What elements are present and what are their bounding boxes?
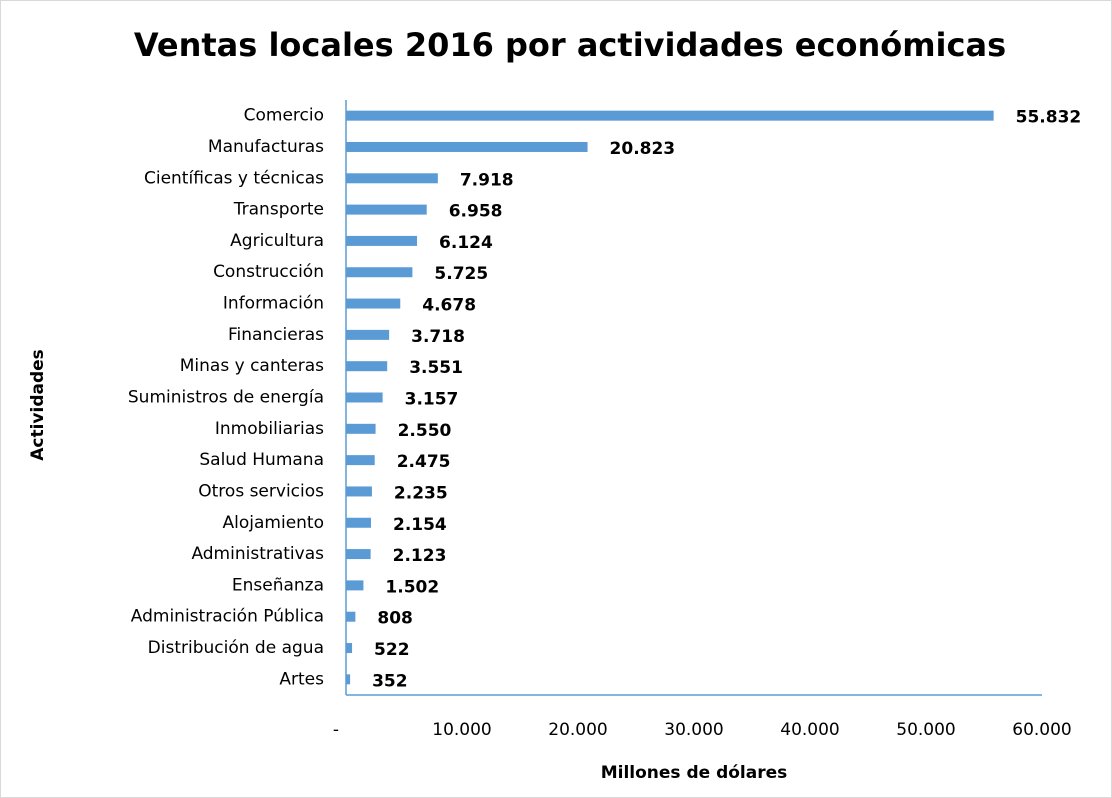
bar xyxy=(346,141,588,152)
x-tick-label: 50.000 xyxy=(896,720,955,740)
bar xyxy=(346,517,371,528)
y-tick-label: Suministros de energía xyxy=(128,388,324,408)
bar xyxy=(346,204,427,215)
y-tick-label: Minas y canteras xyxy=(180,356,324,376)
value-label: 2.235 xyxy=(394,483,448,503)
bar xyxy=(346,173,438,184)
bar xyxy=(346,674,351,685)
bar xyxy=(346,580,364,591)
bar xyxy=(346,549,371,560)
bar xyxy=(346,392,383,403)
y-tick-label: Transporte xyxy=(233,200,324,220)
y-tick-label: Administrativas xyxy=(191,544,324,564)
bar xyxy=(346,235,418,246)
bar xyxy=(346,423,376,434)
x-tick-label: - xyxy=(333,720,339,740)
x-tick-label: 60.000 xyxy=(1012,720,1071,740)
value-label: 352 xyxy=(372,671,408,691)
bar xyxy=(346,361,388,372)
value-label: 522 xyxy=(374,640,410,660)
value-label: 1.502 xyxy=(385,577,439,597)
x-tick-label: 10.000 xyxy=(432,720,491,740)
y-tick-label: Información xyxy=(223,294,324,314)
y-tick-label: Otros servicios xyxy=(198,481,324,501)
bar xyxy=(346,643,353,654)
value-label: 3.157 xyxy=(405,390,459,410)
y-tick-label: Agricultura xyxy=(230,231,324,251)
value-label: 2.154 xyxy=(393,515,447,535)
y-tick-label: Inmobiliarias xyxy=(215,419,324,439)
value-label: 2.123 xyxy=(393,546,447,566)
y-tick-label: Alojamiento xyxy=(223,513,324,533)
y-tick-label: Artes xyxy=(279,669,324,689)
value-label: 5.725 xyxy=(434,264,488,284)
value-label: 808 xyxy=(377,609,413,629)
y-tick-label: Científicas y técnicas xyxy=(144,168,324,188)
bar xyxy=(346,329,390,340)
y-axis-title: Actividades xyxy=(28,349,48,461)
value-label: 6.958 xyxy=(449,202,503,222)
y-tick-label: Enseñanza xyxy=(232,575,324,595)
y-tick-label: Salud Humana xyxy=(199,450,324,470)
value-label: 3.718 xyxy=(411,327,465,347)
chart-title: Ventas locales 2016 por actividades econ… xyxy=(134,26,1006,64)
bar xyxy=(346,110,994,121)
bar xyxy=(346,486,372,497)
bar xyxy=(346,298,401,309)
value-label: 6.124 xyxy=(439,233,493,253)
y-tick-label: Administración Pública xyxy=(131,607,324,627)
y-tick-label: Distribución de agua xyxy=(148,638,324,658)
value-label: 2.550 xyxy=(398,421,452,441)
y-tick-label: Comercio xyxy=(244,106,324,126)
value-label: 3.551 xyxy=(409,358,463,378)
x-tick-label: 40.000 xyxy=(780,720,839,740)
value-label: 7.918 xyxy=(460,170,514,190)
bar xyxy=(346,455,375,466)
value-label: 55.832 xyxy=(1016,108,1082,128)
value-label: 20.823 xyxy=(610,139,676,159)
y-tick-label: Manufacturas xyxy=(208,137,324,157)
x-tick-label: 20.000 xyxy=(548,720,607,740)
bar xyxy=(346,611,356,622)
value-label: 4.678 xyxy=(422,296,476,316)
x-axis-title: Millones de dólares xyxy=(601,763,788,783)
value-label: 2.475 xyxy=(397,452,451,472)
bar xyxy=(346,267,413,278)
x-tick-label: 30.000 xyxy=(664,720,723,740)
y-tick-label: Construcción xyxy=(213,262,324,282)
y-tick-label: Financieras xyxy=(228,325,324,345)
